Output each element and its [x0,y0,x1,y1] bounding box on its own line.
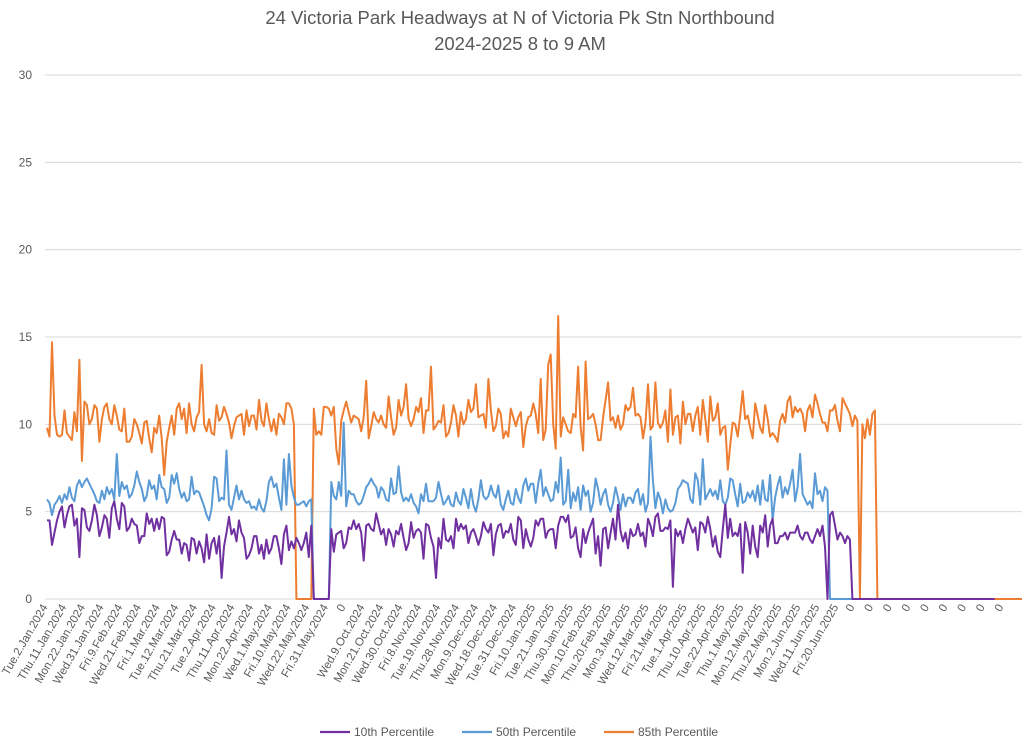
chart-title: 24 Victoria Park Headways at N of Victor… [265,7,774,28]
x-tick-label: 0 [993,603,1007,615]
legend-label: 50th Percentile [496,725,576,739]
y-tick-label: 25 [19,155,33,169]
series-lines [46,315,1022,600]
x-tick-label: 0 [881,603,895,615]
x-tick-label: 0 [900,603,914,615]
x-tick-label: 0 [937,603,951,615]
x-tick-label: 0 [335,603,349,615]
y-tick-label: 15 [19,330,33,344]
x-axis-ticks: Tue.2.Jan.2024Thu.11.Jan.2024Mon.22.Jan.… [0,602,1006,688]
x-tick-label: 0 [844,603,858,615]
x-tick-label: 0 [863,603,877,615]
legend-label: 10th Percentile [354,725,434,739]
y-tick-label: 30 [19,68,33,82]
y-tick-label: 10 [19,417,33,431]
series-line-10th-percentile [47,500,995,600]
y-axis-ticks: 0 5 10 15 20 25 30 [19,68,33,606]
chart-subtitle: 2024-2025 8 to 9 AM [434,33,606,54]
series-line-85th-percentile [46,315,1022,600]
y-tick-label: 5 [25,505,32,519]
x-tick-label: 0 [918,603,932,615]
legend-label: 85th Percentile [638,725,718,739]
series-line-50th-percentile [46,421,978,600]
x-tick-label: 0 [974,603,988,615]
y-tick-label: 0 [25,592,32,606]
x-tick-label: 0 [956,603,970,615]
y-tick-label: 20 [19,243,33,257]
legend: 10th Percentile 50th Percentile 85th Perce… [320,725,718,739]
